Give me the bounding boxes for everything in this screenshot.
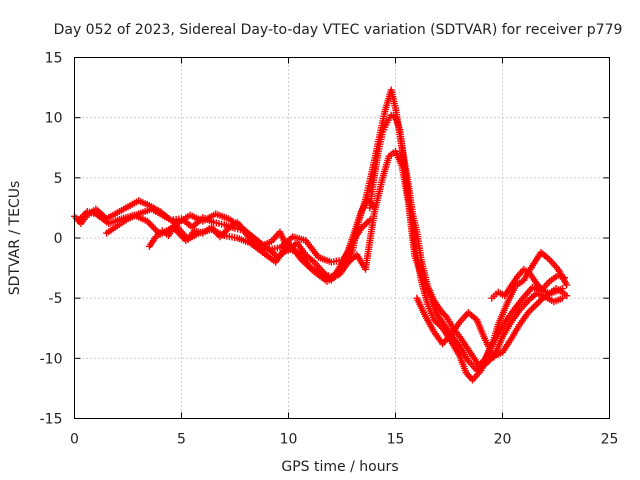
data-point bbox=[558, 294, 566, 302]
y-tick-label: 15 bbox=[45, 51, 63, 67]
x-tick-label: 5 bbox=[177, 432, 186, 448]
x-tick-label: 20 bbox=[494, 432, 512, 448]
data-markers bbox=[71, 86, 571, 384]
data-point bbox=[361, 221, 369, 229]
y-tick-label: -5 bbox=[49, 291, 63, 307]
y-tick-label: -10 bbox=[40, 351, 63, 367]
y-tick-label: -15 bbox=[40, 412, 63, 428]
data-point bbox=[370, 203, 378, 211]
data-point bbox=[150, 224, 158, 232]
x-axis-label: GPS time / hours bbox=[281, 459, 398, 475]
data-point bbox=[534, 298, 542, 306]
data-point bbox=[528, 305, 536, 313]
data-point bbox=[366, 216, 374, 224]
y-tick-label: 10 bbox=[45, 111, 63, 127]
data-point bbox=[146, 220, 154, 228]
y-axis-label: SDTVAR / TECUs bbox=[7, 181, 23, 296]
x-tick-label: 0 bbox=[70, 432, 79, 448]
x-tick-label: 15 bbox=[387, 432, 405, 448]
data-point bbox=[364, 218, 372, 226]
y-tick-label: 0 bbox=[54, 231, 63, 247]
data-point bbox=[529, 304, 537, 312]
data-point bbox=[148, 222, 156, 230]
x-tick-labels: 0 5 10 15 20 25 bbox=[70, 432, 618, 448]
data-point bbox=[563, 281, 571, 289]
chart-title: Day 052 of 2023, Sidereal Day-to-day VTE… bbox=[54, 22, 623, 38]
y-tick-labels: -15 -10 -5 0 5 10 15 bbox=[40, 51, 63, 428]
data-point bbox=[533, 300, 541, 308]
axis-ticks bbox=[74, 57, 610, 419]
x-tick-label: 10 bbox=[280, 432, 298, 448]
data-point bbox=[531, 302, 539, 310]
y-tick-label: 5 bbox=[54, 171, 63, 187]
x-tick-label: 25 bbox=[601, 432, 619, 448]
data-point bbox=[563, 292, 571, 300]
data-point bbox=[362, 219, 370, 227]
